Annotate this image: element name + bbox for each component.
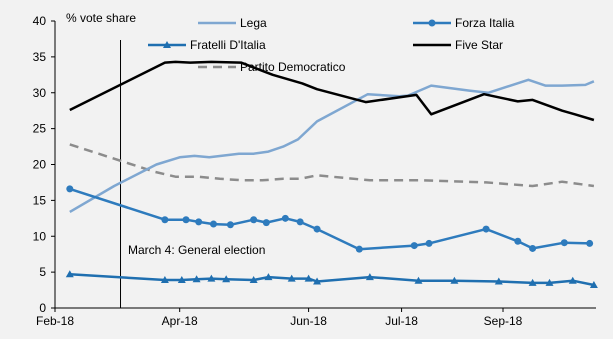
data-point [281,214,289,222]
data-point [249,276,258,284]
series-group [65,60,598,289]
data-point [195,218,203,226]
x-tick-label: Jul-18 [385,314,418,328]
legend-label: Fratelli D'Italia [190,38,266,52]
series-five-star [69,60,595,122]
series-forza-italia [66,185,594,253]
data-point [514,237,522,245]
y-tick-label: 10 [33,229,47,243]
y-tick-label: 5 [39,265,46,279]
data-point [494,277,503,285]
series-line [69,143,595,188]
y-tick-label: 25 [33,122,47,136]
y-tick-label: 30 [33,86,47,100]
data-point [313,277,322,285]
data-point [414,276,423,284]
data-point [222,275,231,283]
y-axis-label: % vote share [66,11,136,25]
data-point [482,225,490,233]
data-point [568,276,577,284]
legend-label: Forza Italia [455,16,515,30]
data-point [586,239,594,247]
data-point [560,239,568,247]
y-tick-label: 20 [33,158,47,172]
legend-label: Five Star [455,38,503,52]
data-point [66,185,74,193]
legend-item: Forza Italia [413,16,515,30]
data-point [304,274,313,282]
series-fratelli-d-italia [65,270,598,289]
data-point [296,218,304,226]
data-point [161,216,169,224]
legend-marker [428,19,436,27]
legend-item: Fratelli D'Italia [148,38,266,52]
annotation: March 4: General election [120,40,265,308]
series-lega [69,78,595,213]
y-tick-label: 40 [33,14,47,28]
data-point [410,242,418,250]
data-point [262,219,270,227]
data-point [209,220,217,228]
legend-label: Lega [240,16,267,30]
legend-item: Five Star [413,38,503,52]
data-point [545,278,554,286]
legend-marker [163,41,171,48]
x-tick-label: Apr-18 [162,314,198,328]
data-point [207,274,216,282]
data-point [450,276,459,284]
x-tick-label: Feb-18 [36,314,74,328]
data-point [365,273,374,281]
data-point [529,244,537,252]
data-point [250,216,258,224]
legend-label: Partito Democratico [240,60,346,74]
data-point [182,216,190,224]
series-partito-democratico [69,143,595,188]
data-point [65,270,74,278]
series-line [69,78,595,213]
data-point [287,274,296,282]
y-tick-label: 15 [33,193,47,207]
data-point [160,276,169,284]
data-point [425,239,433,247]
data-point [589,281,598,289]
data-point [192,275,201,283]
data-point [177,276,186,284]
legend-item: Lega [198,16,267,30]
y-tick-label: 0 [39,301,46,315]
data-point [528,278,537,286]
series-line [69,60,595,122]
data-point [313,225,321,233]
data-point [226,221,234,229]
y-tick-label: 35 [33,50,47,64]
election-annotation-label: March 4: General election [128,243,265,257]
x-tick-label: Sep-18 [484,314,523,328]
legend-item: Partito Democratico [198,60,346,74]
axes: 0 5 10 15 20 25 30 35 40 Feb-18 Apr-18 Jun-18 Jul-18… [33,11,596,328]
legend: Lega Forza Italia Fratelli D'Italia Five St… [148,16,515,74]
series-line [69,273,595,287]
data-point [264,273,273,281]
data-point [355,245,363,253]
x-tick-label: Jun-18 [290,314,327,328]
series-line [69,187,590,251]
